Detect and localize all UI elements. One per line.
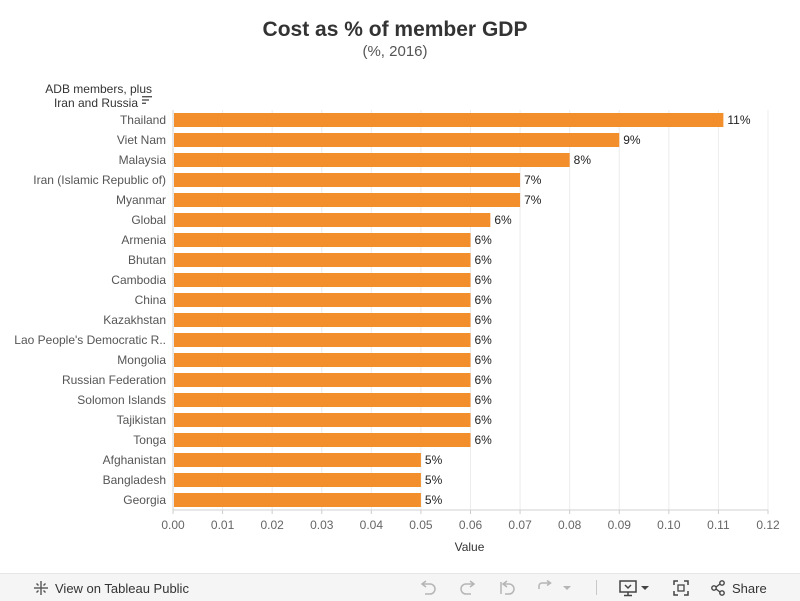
bar [174, 313, 471, 327]
bar [174, 333, 471, 347]
x-tick-label: 0.00 [161, 518, 185, 532]
bar [174, 213, 491, 227]
data-label: 9% [623, 133, 641, 147]
share-button[interactable]: Share [710, 578, 767, 598]
data-label: 6% [475, 413, 493, 427]
view-on-tableau-link[interactable]: View on Tableau Public [33, 579, 189, 597]
data-label: 11% [727, 113, 750, 127]
data-label: 6% [475, 273, 493, 287]
data-label: 6% [475, 373, 493, 387]
category-label: Afghanistan [103, 453, 166, 467]
data-label: 6% [475, 393, 493, 407]
x-tick-label: 0.06 [459, 518, 483, 532]
data-label: 6% [475, 353, 493, 367]
data-label: 7% [524, 193, 542, 207]
row-header-line-2: Iran and Russia [53, 96, 138, 110]
x-tick-label: 0.08 [558, 518, 582, 532]
bar [174, 453, 421, 467]
row-header-line-1: ADB members, plus [45, 82, 152, 96]
share-icon [711, 580, 725, 596]
category-label: Lao People's Democratic R.. [14, 333, 166, 347]
category-label: Thailand [120, 113, 166, 127]
bar [174, 473, 421, 487]
pause-dropdown-icon[interactable] [560, 578, 574, 598]
chart-title: Cost as % of member GDP [262, 18, 528, 41]
revert-icon[interactable] [497, 578, 517, 598]
data-label: 6% [475, 253, 493, 267]
bar [174, 173, 521, 187]
category-label: Viet Nam [117, 133, 166, 147]
data-label: 6% [475, 333, 493, 347]
bar [174, 193, 521, 207]
category-label: Myanmar [116, 193, 166, 207]
data-label: 5% [425, 493, 443, 507]
category-label: Malaysia [119, 153, 167, 167]
data-label: 6% [494, 213, 512, 227]
data-label: 5% [425, 453, 443, 467]
x-tick-label: 0.10 [657, 518, 681, 532]
category-label: Armenia [121, 233, 166, 247]
bar [174, 293, 471, 307]
tableau-logo-icon [34, 581, 48, 595]
category-label: Bangladesh [103, 473, 166, 487]
category-label: Mongolia [117, 353, 166, 367]
data-label: 7% [524, 173, 542, 187]
bar [174, 373, 471, 387]
x-tick-label: 0.09 [608, 518, 632, 532]
category-label: Kazakhstan [103, 313, 166, 327]
x-tick-label: 0.05 [409, 518, 433, 532]
x-tick-label: 0.04 [360, 518, 384, 532]
data-label: 6% [475, 313, 493, 327]
category-label: Georgia [123, 493, 166, 507]
category-label: Russian Federation [62, 373, 166, 387]
share-label: Share [732, 580, 767, 596]
category-label: Tajikistan [117, 413, 166, 427]
sort-icon[interactable] [141, 95, 153, 105]
chart-subtitle: (%, 2016) [362, 43, 428, 60]
fullscreen-icon[interactable] [671, 578, 691, 598]
category-label: China [135, 293, 167, 307]
category-label: Solomon Islands [77, 393, 166, 407]
category-label: Global [131, 213, 166, 227]
category-label: Cambodia [111, 273, 166, 287]
bar [174, 253, 471, 267]
x-tick-label: 0.03 [310, 518, 334, 532]
undo-icon[interactable] [418, 578, 438, 598]
bar [174, 433, 471, 447]
data-label: 6% [475, 433, 493, 447]
x-axis-title: Value [455, 540, 485, 554]
download-icon[interactable] [618, 578, 652, 598]
bar [174, 133, 620, 147]
category-label: Tonga [133, 433, 166, 447]
x-tick-label: 0.01 [211, 518, 235, 532]
x-tick-label: 0.12 [756, 518, 780, 532]
toolbar-separator [596, 580, 597, 595]
data-label: 5% [425, 473, 443, 487]
category-label: Iran (Islamic Republic of) [33, 173, 166, 187]
bar [174, 393, 471, 407]
bar-chart: 0.00 0.01 0.02 0.03 0.04 0.05 0.06 0.07 0.08 0.09… [14, 110, 780, 554]
category-label: Bhutan [128, 253, 166, 267]
redo-icon[interactable] [458, 578, 478, 598]
bar [174, 153, 570, 167]
data-label: 8% [574, 153, 592, 167]
data-label: 6% [475, 293, 493, 307]
bar [174, 273, 471, 287]
row-header: ADB members, plus Iran and Russia [0, 82, 152, 110]
x-tick-label: 0.02 [260, 518, 284, 532]
data-label: 6% [475, 233, 493, 247]
bar [174, 493, 421, 507]
bar [174, 413, 471, 427]
bar [174, 113, 724, 127]
view-on-tableau-label: View on Tableau Public [55, 580, 189, 596]
footer-toolbar: View on Tableau Public Share [0, 573, 800, 601]
x-tick-label: 0.07 [508, 518, 532, 532]
bar [174, 353, 471, 367]
bar [174, 233, 471, 247]
x-tick-label: 0.11 [707, 518, 730, 532]
refresh-icon[interactable] [535, 578, 555, 598]
